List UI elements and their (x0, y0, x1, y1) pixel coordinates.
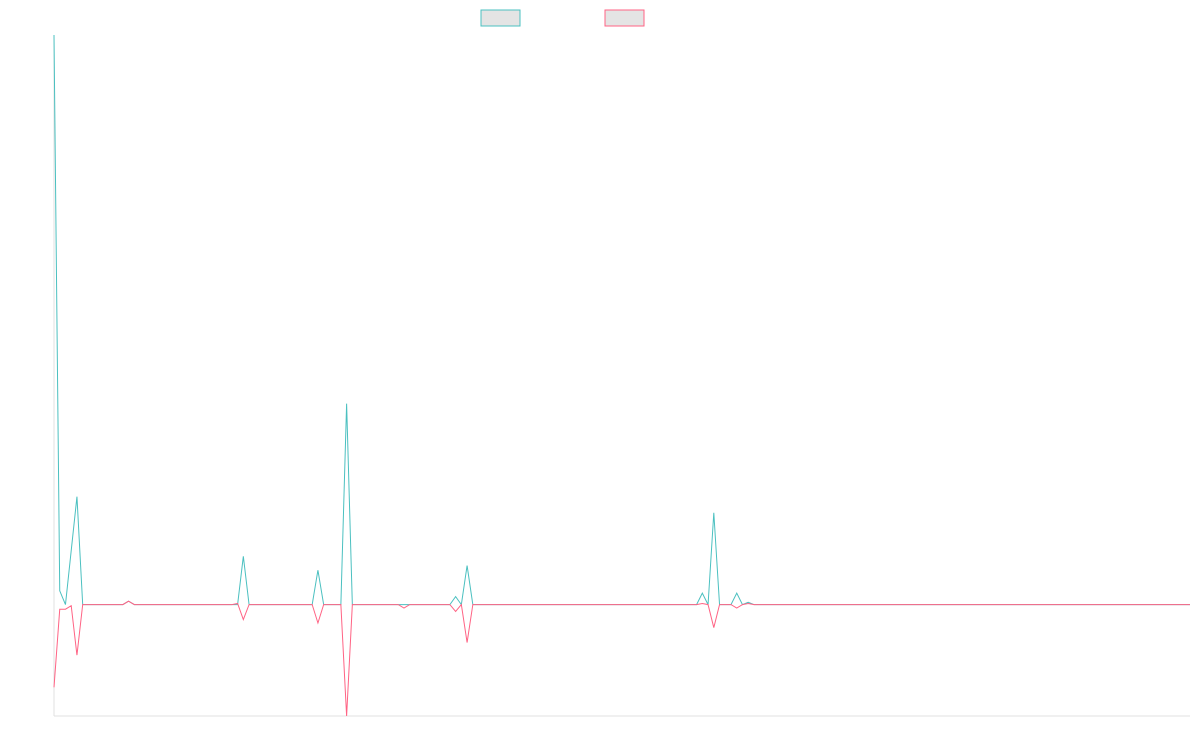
legend-swatch-teal[interactable] (480, 9, 521, 27)
data-point-s2-34[interactable] (739, 602, 745, 608)
data-point-s1-25[interactable] (711, 510, 717, 516)
plot-area (51, 32, 1193, 719)
data-point-s2-12[interactable] (246, 602, 252, 608)
data-point-s2-14[interactable] (315, 620, 321, 626)
data-point-s2-17[interactable] (344, 713, 350, 719)
data-point-s2-25[interactable] (464, 640, 470, 646)
data-point-s2-11[interactable] (240, 617, 246, 623)
data-point-s2-18[interactable] (349, 602, 355, 608)
data-point-s2-3[interactable] (68, 603, 74, 609)
data-point-s2-15[interactable] (321, 602, 327, 608)
data-point-s2-19[interactable] (395, 602, 401, 608)
data-point-s2-36[interactable] (751, 602, 757, 608)
legend (480, 9, 645, 27)
data-point-s2-28[interactable] (699, 600, 705, 606)
data-point-s2-8[interactable] (131, 602, 137, 608)
data-point-s2-13[interactable] (309, 602, 315, 608)
data-point-s1-20[interactable] (464, 563, 470, 569)
data-point-s2-5[interactable] (80, 602, 86, 608)
data-point-s1-3[interactable] (74, 494, 80, 500)
data-point-s2-6[interactable] (120, 602, 126, 608)
series-line-2 (53, 600, 1190, 717)
data-point-s2-35[interactable] (745, 600, 751, 606)
data-point-s1-1[interactable] (57, 588, 63, 594)
data-point-s2-7[interactable] (126, 598, 132, 604)
data-point-s2-31[interactable] (717, 602, 723, 608)
data-point-s2-32[interactable] (728, 602, 734, 608)
data-point-s1-28[interactable] (734, 590, 740, 596)
data-point-s2-4[interactable] (74, 652, 80, 658)
data-point-s2-9[interactable] (229, 602, 235, 608)
data-point-s2-16[interactable] (338, 602, 344, 608)
data-point-s2-2[interactable] (62, 606, 68, 612)
data-point-s2-27[interactable] (694, 602, 700, 608)
data-point-s2-0[interactable] (51, 684, 57, 690)
data-point-s1-12[interactable] (315, 567, 321, 573)
data-point-s2-21[interactable] (407, 602, 413, 608)
data-point-s1-18[interactable] (453, 594, 459, 600)
data-point-s2-30[interactable] (711, 625, 717, 631)
legend-swatch-pink[interactable] (604, 9, 645, 27)
data-point-s2-1[interactable] (57, 606, 63, 612)
data-point-s2-23[interactable] (453, 609, 459, 615)
data-point-s1-9[interactable] (240, 553, 246, 559)
series-line-1 (53, 34, 1190, 607)
axes (53, 35, 1190, 717)
data-point-s2-33[interactable] (734, 605, 740, 611)
data-point-s2-24[interactable] (458, 602, 464, 608)
data-point-s2-20[interactable] (401, 605, 407, 611)
data-point-s1-23[interactable] (699, 590, 705, 596)
data-point-s1-15[interactable] (344, 401, 350, 407)
data-point-s2-26[interactable] (470, 602, 476, 608)
data-point-s2-22[interactable] (447, 602, 453, 608)
data-point-s2-10[interactable] (235, 600, 241, 606)
data-point-s1-0[interactable] (51, 32, 57, 38)
data-point-s2-29[interactable] (705, 602, 711, 608)
data-point-s2-37[interactable] (1187, 602, 1193, 608)
